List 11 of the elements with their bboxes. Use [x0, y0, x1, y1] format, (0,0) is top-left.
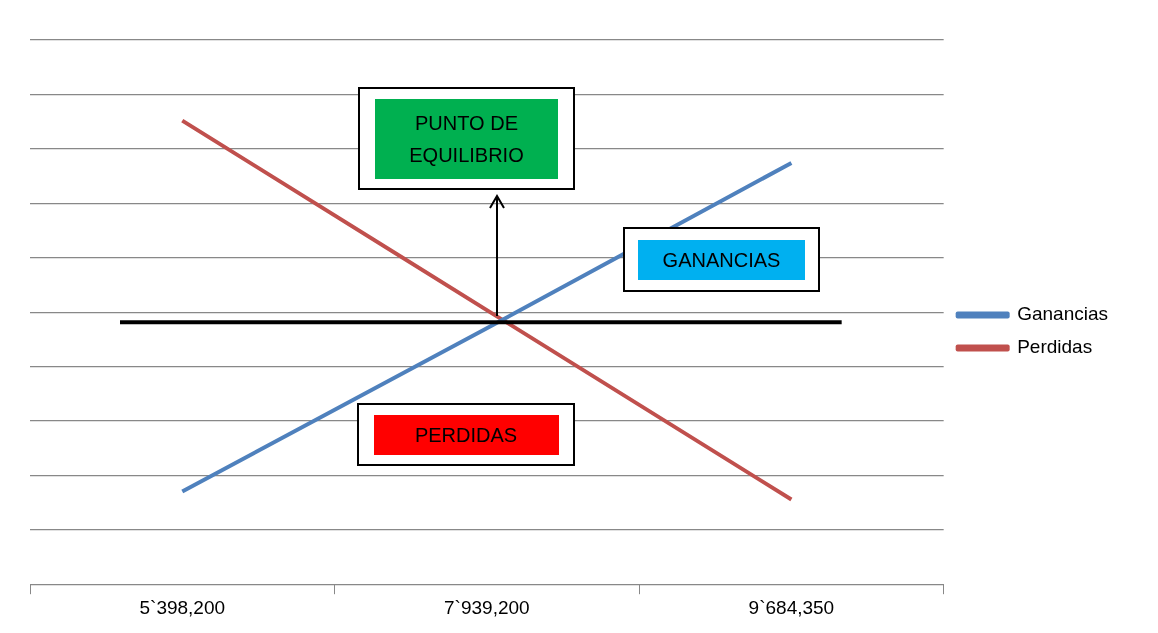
text-box: PUNTO DE EQUILIBRIO	[358, 87, 575, 190]
legend-label: Perdidas	[1017, 336, 1093, 358]
x-tick-label: 9`684,350	[748, 596, 835, 618]
text-box: GANANCIAS	[623, 227, 820, 292]
text-box: PERDIDAS	[357, 403, 575, 466]
annotation: GANANCIAS	[638, 239, 805, 280]
annotation: PERDIDAS	[373, 414, 559, 455]
annotation: PUNTO DE EQUILIBRIO	[375, 98, 558, 179]
x-tick-label: 5`398,200	[139, 596, 226, 618]
x-tick-label: 7`939,200	[444, 596, 530, 618]
legend-label: Ganancias	[1017, 303, 1109, 325]
